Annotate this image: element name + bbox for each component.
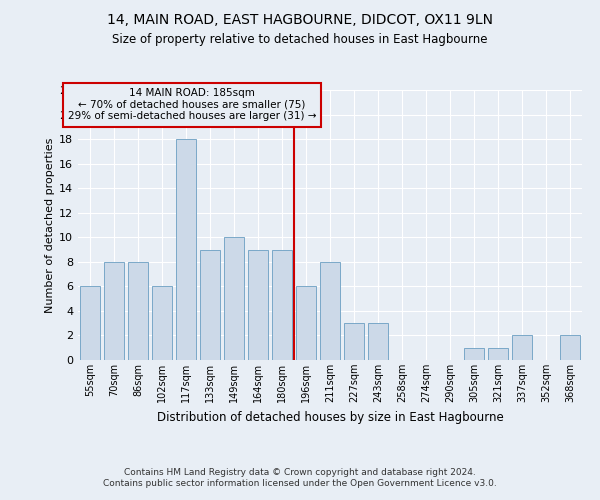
- Bar: [104, 262, 124, 360]
- Bar: [152, 286, 172, 360]
- X-axis label: Distribution of detached houses by size in East Hagbourne: Distribution of detached houses by size …: [157, 410, 503, 424]
- Bar: [80, 286, 100, 360]
- Bar: [248, 250, 268, 360]
- Bar: [464, 348, 484, 360]
- Bar: [344, 323, 364, 360]
- Text: Contains HM Land Registry data © Crown copyright and database right 2024.
Contai: Contains HM Land Registry data © Crown c…: [103, 468, 497, 487]
- Y-axis label: Number of detached properties: Number of detached properties: [45, 138, 55, 312]
- Bar: [368, 323, 388, 360]
- Bar: [560, 336, 580, 360]
- Bar: [200, 250, 220, 360]
- Bar: [512, 336, 532, 360]
- Bar: [320, 262, 340, 360]
- Bar: [488, 348, 508, 360]
- Text: 14, MAIN ROAD, EAST HAGBOURNE, DIDCOT, OX11 9LN: 14, MAIN ROAD, EAST HAGBOURNE, DIDCOT, O…: [107, 12, 493, 26]
- Bar: [296, 286, 316, 360]
- Bar: [224, 238, 244, 360]
- Bar: [128, 262, 148, 360]
- Bar: [176, 139, 196, 360]
- Bar: [272, 250, 292, 360]
- Text: Size of property relative to detached houses in East Hagbourne: Size of property relative to detached ho…: [112, 32, 488, 46]
- Text: 14 MAIN ROAD: 185sqm
← 70% of detached houses are smaller (75)
29% of semi-detac: 14 MAIN ROAD: 185sqm ← 70% of detached h…: [68, 88, 316, 122]
